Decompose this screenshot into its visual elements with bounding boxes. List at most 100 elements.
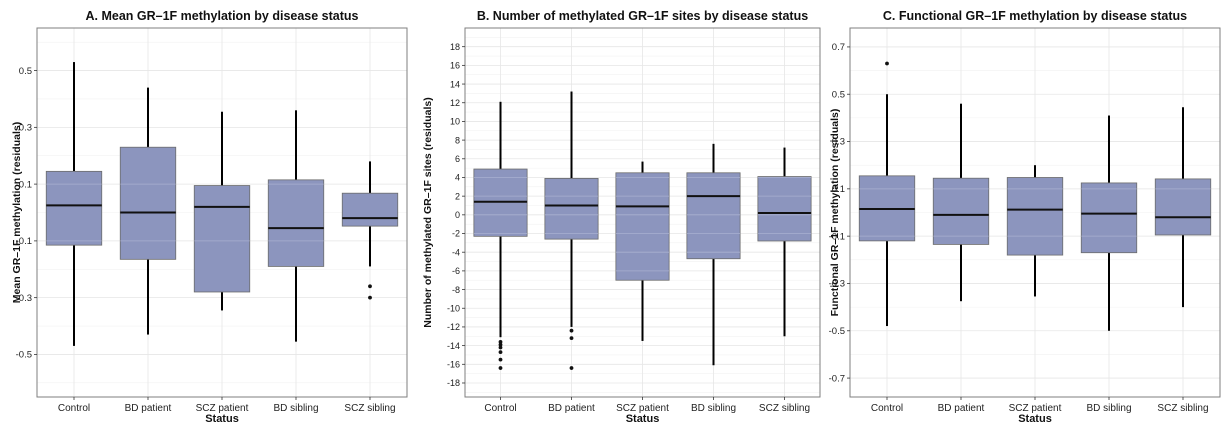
outlier-point bbox=[569, 366, 574, 370]
y-tick-label: 12 bbox=[450, 98, 460, 108]
box-iqr bbox=[757, 176, 812, 242]
y-tick-label: 0.7 bbox=[832, 42, 845, 53]
x-axis-title: Status bbox=[205, 413, 239, 425]
y-tick-label: -0.3 bbox=[16, 293, 32, 304]
x-tick-label: Control bbox=[871, 403, 903, 414]
x-axis-title: Status bbox=[626, 413, 660, 425]
box-iqr bbox=[267, 179, 325, 267]
y-tick-label: 10 bbox=[450, 117, 460, 127]
outlier-point bbox=[498, 357, 503, 362]
y-tick-label: 4 bbox=[455, 173, 460, 183]
box-bd-patient bbox=[119, 87, 177, 335]
y-tick-label: 2 bbox=[455, 191, 460, 201]
y-tick-label: -12 bbox=[447, 322, 460, 332]
chart-title: B. Number of methylated GR–1F sites by d… bbox=[477, 9, 808, 23]
outlier-point bbox=[498, 345, 503, 350]
outlier-point bbox=[368, 295, 372, 300]
y-tick-label: -0.1 bbox=[829, 231, 845, 242]
box-iqr bbox=[45, 170, 103, 246]
y-axis-title: Functional GR–1F methylation (residuals) bbox=[829, 109, 841, 317]
box-scz-patient bbox=[615, 161, 670, 341]
box-control bbox=[45, 62, 103, 346]
x-tick-label: BD sibling bbox=[1086, 403, 1131, 414]
outlier-point bbox=[498, 342, 503, 347]
box-control bbox=[473, 101, 528, 370]
x-tick-label: BD patient bbox=[548, 403, 595, 414]
box-iqr bbox=[341, 192, 399, 227]
y-tick-label: -2 bbox=[452, 229, 460, 239]
x-tick-label: SCZ patient bbox=[616, 403, 669, 414]
box-iqr bbox=[1080, 182, 1138, 254]
y-tick-label: -18 bbox=[447, 378, 460, 388]
box-iqr bbox=[932, 177, 990, 245]
y-tick-label: 0.1 bbox=[19, 179, 32, 190]
y-tick-label: 6 bbox=[455, 154, 460, 164]
y-tick-label: -0.5 bbox=[829, 326, 845, 337]
box-iqr bbox=[544, 178, 599, 240]
box-control bbox=[858, 61, 916, 327]
chart-title: A. Mean GR–1F methylation by disease sta… bbox=[86, 9, 359, 23]
y-tick-label: -0.1 bbox=[16, 236, 32, 247]
box-bd-sibling bbox=[686, 143, 741, 366]
y-tick-label: 0.3 bbox=[19, 123, 32, 134]
y-tick-label: 8 bbox=[455, 135, 460, 145]
box-scz-sibling bbox=[341, 161, 399, 300]
y-tick-label: -6 bbox=[452, 266, 460, 276]
box-scz-sibling bbox=[1154, 107, 1212, 308]
x-tick-label: SCZ patient bbox=[196, 403, 249, 414]
box-bd-sibling bbox=[267, 110, 325, 342]
box-iqr bbox=[1154, 178, 1212, 236]
box-bd-patient bbox=[932, 103, 990, 302]
y-tick-label: 16 bbox=[450, 61, 460, 71]
box-iqr bbox=[615, 172, 670, 281]
y-tick-label: -16 bbox=[447, 360, 460, 370]
y-tick-label: -14 bbox=[447, 341, 460, 351]
y-tick-label: -8 bbox=[452, 285, 460, 295]
y-tick-label: -0.5 bbox=[16, 350, 32, 361]
outlier-point bbox=[498, 339, 503, 344]
x-axis-title: Status bbox=[1018, 413, 1052, 425]
y-tick-label: 0 bbox=[455, 210, 460, 220]
x-tick-label: SCZ patient bbox=[1009, 403, 1062, 414]
y-tick-label: -4 bbox=[452, 247, 460, 257]
box-bd-sibling bbox=[1080, 115, 1138, 331]
outlier-point bbox=[498, 366, 503, 370]
outlier-point bbox=[569, 336, 574, 341]
y-tick-label: 18 bbox=[450, 42, 460, 52]
outlier-point bbox=[498, 350, 503, 355]
box-scz-patient bbox=[1006, 165, 1064, 297]
chart-panel-1: -0.5 -0.3 -0.1 0.1 0.3 0.5 Control BD patient SC… bbox=[11, 9, 408, 425]
outlier-point bbox=[885, 61, 889, 66]
y-tick-label: 0.1 bbox=[832, 184, 845, 195]
box-iqr bbox=[1006, 177, 1064, 256]
y-tick-label: -10 bbox=[447, 303, 460, 313]
x-tick-label: BD patient bbox=[938, 403, 985, 414]
y-tick-label: 0.5 bbox=[832, 89, 845, 100]
x-tick-label: Control bbox=[484, 403, 516, 414]
x-tick-label: BD sibling bbox=[691, 403, 736, 414]
box-iqr bbox=[193, 185, 251, 293]
chart-panel-3: -0.7 -0.5 -0.3 -0.1 0.1 0.3 0.5 0.7 Control BD pa… bbox=[829, 9, 1221, 425]
chart-panel-2: -18 -16 -14 -12 -10 -8 -6 -4 -2 0 2 4 6 8 10 12 14 16 18 Co… bbox=[422, 9, 821, 425]
y-tick-label: -0.7 bbox=[829, 373, 845, 384]
y-axis-title: Number of methylated GR–1F sites (residu… bbox=[422, 97, 434, 327]
y-tick-label: 0.5 bbox=[19, 66, 32, 77]
box-iqr bbox=[119, 146, 177, 260]
y-tick-label: 0.3 bbox=[832, 137, 845, 148]
y-axis-title: Mean GR–1F methylation (residuals) bbox=[11, 122, 23, 303]
x-tick-label: SCZ sibling bbox=[759, 403, 810, 414]
y-tick-label: -0.3 bbox=[829, 279, 845, 290]
box-scz-patient bbox=[193, 111, 251, 311]
x-tick-label: SCZ sibling bbox=[1157, 403, 1208, 414]
x-tick-label: BD sibling bbox=[273, 403, 318, 414]
chart-title: C. Functional GR–1F methylation by disea… bbox=[883, 9, 1187, 23]
x-tick-label: Control bbox=[58, 403, 90, 414]
x-tick-label: BD patient bbox=[125, 403, 172, 414]
box-iqr bbox=[686, 172, 741, 260]
y-tick-label: 14 bbox=[450, 79, 460, 89]
outlier-point bbox=[569, 328, 574, 333]
x-tick-label: SCZ sibling bbox=[344, 403, 395, 414]
box-bd-patient bbox=[544, 91, 599, 370]
